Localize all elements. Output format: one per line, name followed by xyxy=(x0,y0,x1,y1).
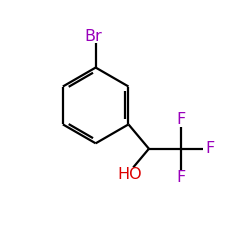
Text: Br: Br xyxy=(85,29,102,44)
Text: HO: HO xyxy=(117,167,142,182)
Text: F: F xyxy=(206,141,215,156)
Text: F: F xyxy=(176,170,185,185)
Text: F: F xyxy=(176,112,185,128)
